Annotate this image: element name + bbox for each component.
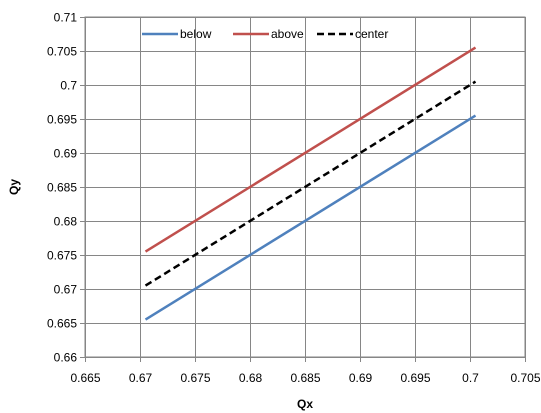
y-tick-label: 0.665 bbox=[47, 317, 77, 331]
series-line-below bbox=[144, 114, 477, 321]
x-tick-label: 0.68 bbox=[239, 371, 263, 385]
y-tick-label: 0.685 bbox=[47, 181, 77, 195]
y-tick-label: 0.68 bbox=[54, 215, 78, 229]
legend-label-center: center bbox=[355, 27, 388, 41]
series-line-center bbox=[144, 80, 477, 287]
x-tick-label: 0.705 bbox=[510, 371, 540, 385]
x-tick-label: 0.67 bbox=[129, 371, 153, 385]
y-tick-label: 0.71 bbox=[54, 11, 78, 25]
legend-label-above: above bbox=[271, 27, 304, 41]
y-tick-label: 0.66 bbox=[54, 351, 78, 365]
x-tick-label: 0.685 bbox=[290, 371, 320, 385]
x-tick-label: 0.695 bbox=[400, 371, 430, 385]
x-tick-label: 0.7 bbox=[462, 371, 479, 385]
legend: below above center bbox=[142, 27, 388, 41]
y-tick-label: 0.705 bbox=[47, 45, 77, 59]
y-tick-label: 0.675 bbox=[47, 249, 77, 263]
y-tick-label: 0.67 bbox=[54, 283, 78, 297]
x-tick-label: 0.665 bbox=[70, 371, 100, 385]
x-axis: 0.665 0.67 0.675 0.68 0.685 0.69 0.695 0.7 0.705 bbox=[70, 357, 541, 385]
y-tick-label: 0.69 bbox=[54, 147, 78, 161]
y-tick-label: 0.695 bbox=[47, 113, 77, 127]
series-layer bbox=[144, 46, 477, 321]
y-axis: 0.660.6650.670.6750.680.6850.690.6950.70… bbox=[47, 11, 85, 365]
y-tick-label: 0.7 bbox=[60, 79, 77, 93]
series-line-above bbox=[144, 46, 477, 253]
x-tick-label: 0.69 bbox=[349, 371, 373, 385]
x-tick-label: 0.675 bbox=[180, 371, 210, 385]
x-axis-title: Qx bbox=[297, 397, 313, 411]
legend-label-below: below bbox=[180, 27, 212, 41]
y-axis-title: Qy bbox=[7, 179, 21, 195]
